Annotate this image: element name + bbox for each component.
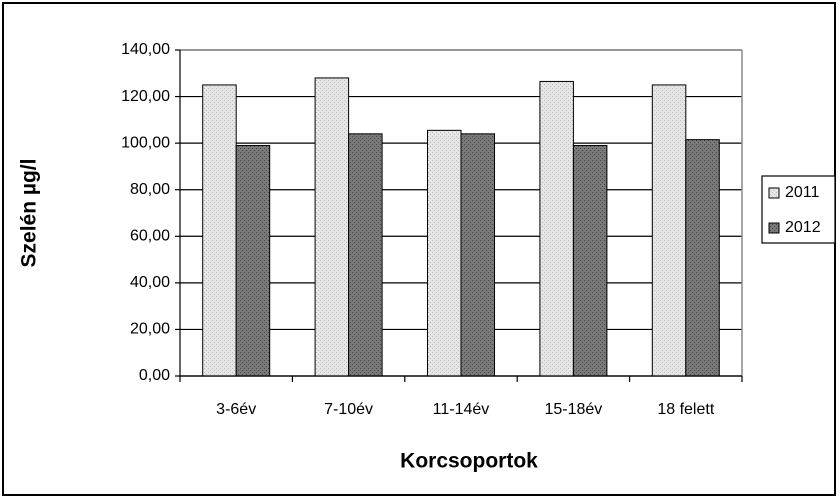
y-tick-label: 140,00 [121, 41, 170, 58]
bar [348, 133, 383, 377]
bar [202, 84, 237, 377]
y-tick-label: 80,00 [130, 181, 170, 198]
y-tick-label: 0,00 [139, 367, 170, 384]
legend-label: 2011 [785, 184, 820, 201]
y-tick-label: 40,00 [130, 274, 170, 291]
x-tick-label: 11-14év [433, 401, 490, 418]
y-axis-label: Szelén µg/l [18, 159, 41, 268]
bar [685, 139, 720, 377]
y-tick-label: 120,00 [121, 88, 170, 105]
y-tick-label: 60,00 [130, 228, 170, 245]
x-tick-label: 7-10év [324, 401, 373, 418]
bar [235, 144, 271, 377]
legend-label: 2012 [785, 219, 821, 236]
x-tick-label: 18 felett [657, 401, 714, 418]
legend-swatch [768, 222, 780, 234]
x-tick-label: 15-18év [544, 401, 602, 418]
bar [314, 77, 350, 377]
y-tick-label: 20,00 [130, 321, 170, 338]
bar [651, 84, 687, 377]
y-tick-label: 100,00 [121, 134, 170, 151]
bar [539, 80, 574, 377]
bar [427, 129, 462, 377]
bar [572, 144, 608, 377]
bar [460, 133, 495, 377]
x-tick-label: 3-6év [216, 401, 256, 418]
legend-swatch [768, 187, 780, 199]
x-axis-label: Korcsoportok [400, 450, 538, 473]
